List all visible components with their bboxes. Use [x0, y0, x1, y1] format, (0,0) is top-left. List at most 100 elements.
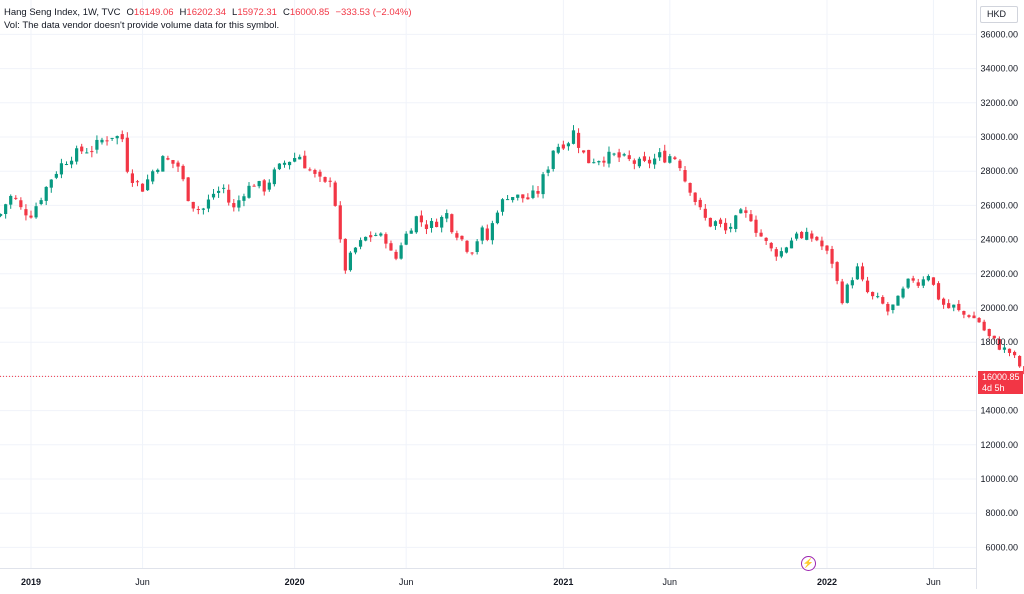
candle-down [759, 229, 763, 237]
candle-up [445, 209, 449, 223]
candle-body [237, 200, 241, 208]
candle-body [490, 223, 494, 241]
candle-down [718, 217, 723, 228]
candle-body [257, 181, 261, 187]
candle-body [947, 303, 951, 309]
candle-body [739, 209, 743, 214]
candle-down [419, 210, 423, 227]
candle-down [191, 201, 195, 212]
candle-up [541, 172, 545, 199]
candle-up [287, 161, 292, 170]
candle-body [597, 161, 601, 163]
candle-body [789, 240, 794, 249]
candle-up [379, 232, 383, 237]
candle-up [1002, 344, 1007, 353]
candle-up [429, 218, 434, 233]
candle-down [632, 158, 636, 170]
symbol-legend[interactable]: Hang Seng Index, 1W, TVC O16149.06 H16202.… [4, 6, 412, 32]
candle-body [313, 169, 317, 174]
candle-down [455, 230, 459, 241]
candle-up [779, 247, 783, 259]
candle-down [830, 245, 834, 269]
candle-body [794, 233, 799, 239]
y-tick-label: 12000.00 [980, 440, 1018, 450]
candle-down [942, 297, 946, 309]
candle-body [962, 311, 966, 315]
candle-body [429, 220, 434, 228]
candle-body [29, 215, 33, 218]
candle-up [49, 179, 53, 193]
candle-body [647, 159, 652, 164]
candle-body [551, 150, 555, 169]
candle-body [1012, 351, 1017, 356]
candle-down [820, 236, 824, 251]
candle-body [718, 219, 723, 224]
candle-down [384, 232, 388, 249]
low-value: 15972.31 [237, 7, 277, 18]
candle-body [865, 280, 870, 293]
candle-body [653, 158, 657, 165]
candle-up [729, 223, 733, 233]
candle-up [511, 197, 515, 203]
candle-up [794, 231, 799, 241]
candle-up [906, 278, 910, 290]
candle-body [475, 241, 479, 253]
candle-body [252, 185, 256, 187]
candle-body [293, 157, 297, 162]
x-tick-label: 2020 [285, 577, 305, 587]
candle-body [536, 190, 540, 194]
candle-up [348, 251, 353, 272]
candle-down [617, 148, 621, 163]
y-tick-label: 26000.00 [980, 200, 1018, 210]
candle-body [734, 215, 738, 229]
candle-down [105, 136, 109, 146]
candle-body [612, 153, 616, 155]
candle-body [201, 208, 205, 210]
candle-body [566, 143, 571, 147]
candle-body [19, 200, 23, 208]
candle-body [308, 169, 312, 171]
candle-body [992, 335, 996, 339]
candle-body [125, 137, 129, 172]
candle-body [196, 209, 200, 211]
candle-down [642, 151, 647, 163]
lightning-icon[interactable]: ⚡ [801, 556, 816, 571]
candle-body [445, 213, 449, 219]
candle-down [647, 156, 652, 169]
candle-up [597, 160, 601, 166]
candle-up [34, 202, 38, 219]
candle-up [216, 186, 221, 198]
candle-down [871, 291, 875, 300]
candle-up [115, 135, 119, 145]
candle-body [632, 160, 636, 164]
change-value: −333.53 (−2.04%) [335, 7, 412, 18]
candle-body [450, 214, 454, 233]
candle-body [384, 234, 388, 244]
candle-body [602, 160, 606, 163]
candle-body [871, 291, 875, 297]
candle-body [825, 245, 829, 251]
candle-body [181, 165, 185, 180]
candle-body [840, 281, 844, 304]
candle-body [921, 279, 925, 286]
candle-down [678, 159, 682, 171]
candle-body [693, 192, 697, 202]
currency-selector[interactable]: HKD [980, 6, 1018, 23]
candle-down [24, 204, 28, 221]
candle-up [237, 195, 241, 212]
candle-body [561, 144, 565, 149]
symbol-title[interactable]: Hang Seng Index, 1W, TVC [4, 7, 121, 18]
candle-body [729, 226, 733, 229]
candle-body [338, 205, 342, 240]
candle-up [668, 153, 672, 164]
candle-down [14, 195, 18, 200]
candle-body [166, 158, 170, 160]
candle-body [521, 194, 525, 199]
candle-down [835, 261, 839, 285]
candle-body [470, 252, 474, 254]
candle-down [135, 179, 140, 187]
candle-down [916, 278, 920, 288]
candle-up [409, 228, 413, 234]
